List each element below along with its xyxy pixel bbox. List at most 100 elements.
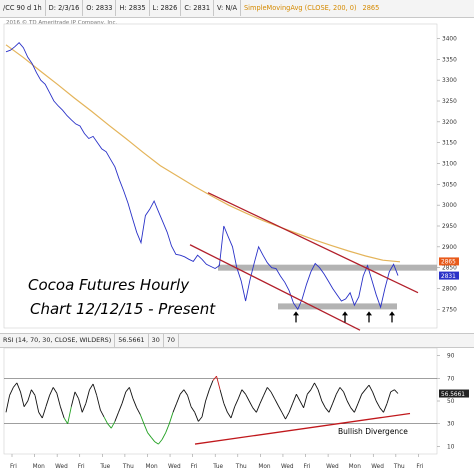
rsi-segment — [353, 403, 359, 413]
ma-study-value: 2865 — [362, 4, 380, 12]
rsi-segment — [136, 407, 141, 415]
rsi-segment — [321, 400, 326, 409]
rsi-segment — [343, 391, 348, 402]
rsi-segment — [255, 403, 261, 413]
rsi-segment — [190, 406, 196, 413]
resistance-zone — [218, 264, 437, 271]
price-y-tick-label: 2750 — [442, 307, 457, 313]
x-tick-label: Mon — [33, 464, 46, 470]
rsi-segment — [16, 382, 21, 393]
rsi-segment — [234, 398, 239, 407]
rsi-segment — [205, 389, 210, 402]
x-tick-label: Tue — [212, 464, 223, 470]
rsi-segment — [96, 395, 101, 411]
rsi-segment — [194, 412, 199, 422]
rsi-segment — [379, 407, 384, 413]
rsi-segment — [245, 393, 250, 402]
rsi-y-tick-label: 30 — [447, 422, 455, 428]
rsi-label[interactable]: RSI (14, 70, 30, CLOSE, WILDERS) — [0, 334, 116, 347]
rsi-segment — [303, 394, 308, 408]
x-tick-label: Wed — [281, 464, 294, 470]
rsi-segment — [41, 406, 47, 419]
rsi-segment — [317, 389, 323, 402]
rsi-segment — [52, 387, 58, 394]
rsi-segment — [346, 400, 352, 409]
high-label: H: 2835 — [116, 0, 150, 16]
rsi-segment — [310, 382, 315, 390]
rsi-segment — [281, 412, 286, 420]
rsi-segment — [306, 389, 312, 395]
price-y-tick-label: 2900 — [442, 245, 457, 251]
rsi-segment — [74, 391, 79, 399]
x-tick-label: Wed — [55, 464, 68, 470]
rsi-segment — [357, 394, 363, 404]
rsi-segment — [9, 387, 14, 396]
x-tick-label: Mon — [258, 464, 271, 470]
rsi-segment — [20, 391, 25, 407]
rsi-segment — [85, 389, 90, 404]
rsi-segment — [383, 403, 388, 413]
channel-lower-line — [189, 244, 361, 331]
rsi-segment — [325, 407, 330, 413]
rsi-segment — [118, 403, 123, 413]
rsi-segment — [172, 403, 178, 413]
date-label: D: 2/3/16 — [46, 0, 84, 16]
price-y-tick-label: 3100 — [442, 162, 457, 168]
rsi-segment — [38, 412, 43, 419]
rsi-segment — [230, 406, 236, 419]
price-y-tick-label: 3150 — [442, 141, 457, 147]
rsi-segment — [27, 389, 32, 402]
price-line — [5, 42, 399, 311]
open-label: O: 2833 — [83, 0, 117, 16]
price-tag-label: 2865 — [441, 260, 456, 266]
rsi-segment — [288, 403, 294, 413]
price-y-tick-label: 3300 — [442, 78, 457, 84]
bullish-divergence-line — [194, 412, 411, 445]
rsi-segment — [201, 400, 207, 417]
rsi-segment — [59, 406, 65, 419]
rsi-segment — [216, 375, 221, 390]
rsi-segment — [372, 391, 377, 402]
price-y-tick-label: 3250 — [442, 99, 457, 105]
rsi-segment — [364, 384, 370, 390]
rsi-y-tick-label: 90 — [447, 354, 455, 360]
moving-average-line — [5, 44, 401, 263]
rsi-segment — [143, 423, 149, 433]
rsi-segment — [49, 387, 54, 396]
rsi-segment — [154, 441, 159, 445]
rsi-segment — [375, 400, 381, 409]
rsi-segment — [277, 405, 283, 413]
price-y-tick-label: 2950 — [442, 224, 457, 230]
ma-study-label[interactable]: SimpleMovingAvg (CLOSE, 200, 0) — [244, 4, 357, 12]
rsi-segment — [292, 394, 297, 404]
price-y-tick-label: 3000 — [442, 203, 457, 209]
rsi-value: 56.5661 — [115, 334, 149, 347]
x-tick-label: Fri — [10, 464, 17, 470]
support-arrow-head — [342, 311, 348, 316]
rsi-segment — [125, 387, 130, 393]
rsi-segment — [70, 391, 76, 407]
rsi-segment — [241, 389, 246, 395]
rsi-header: RSI (14, 70, 30, CLOSE, WILDERS) 56.5661 3… — [0, 333, 474, 348]
rsi-segment — [168, 412, 174, 424]
support-zone — [278, 303, 397, 310]
rsi-segment — [121, 391, 127, 404]
price-y-tick-label: 2800 — [442, 287, 457, 293]
rsi-segment — [361, 389, 366, 395]
rsi-segment — [332, 394, 337, 404]
rsi-segment — [296, 393, 301, 402]
rsi-segment — [89, 383, 94, 390]
symbol-label[interactable]: /CC 90 d 1h — [0, 0, 46, 16]
rsi-lower: 70 — [164, 334, 179, 347]
x-tick-label: Mon — [145, 464, 158, 470]
x-tick-label: Mon — [349, 464, 362, 470]
price-tag-box — [439, 257, 459, 266]
low-label: L: 2826 — [150, 0, 182, 16]
rsi-segment — [227, 412, 232, 419]
rsi-segment — [285, 412, 290, 420]
x-tick-label: Fri — [304, 464, 311, 470]
rsi-segment — [223, 403, 228, 413]
rsi-segment — [103, 416, 108, 424]
price-y-tick-label: 3350 — [442, 57, 457, 63]
